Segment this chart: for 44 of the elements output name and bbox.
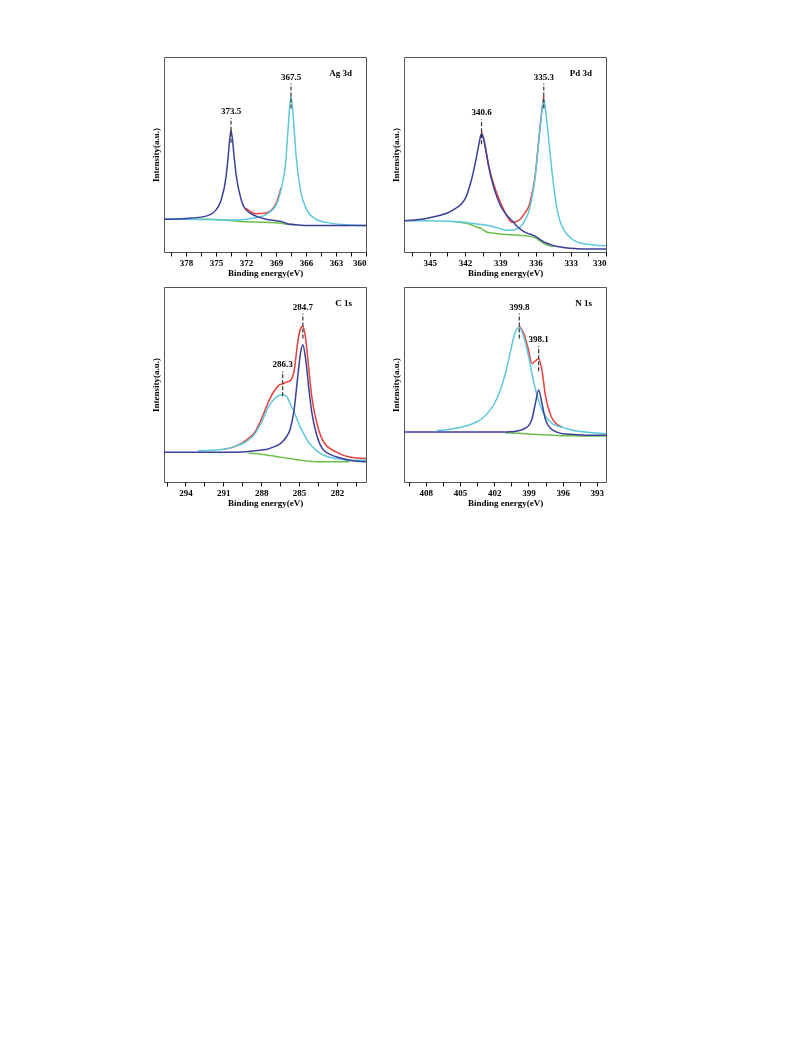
x-tick-label: 408 bbox=[419, 487, 434, 498]
x-tick-label: 294 bbox=[179, 487, 194, 498]
y-axis-title: Intensity(a.u.) bbox=[150, 127, 161, 183]
x-tick-label: 366 bbox=[299, 257, 314, 268]
chart-title: Pd 3d bbox=[569, 68, 592, 78]
x-axis-title: Binding energy(eV) bbox=[467, 267, 544, 278]
x-tick-label: 402 bbox=[487, 487, 502, 498]
x-tick-label: 336 bbox=[529, 257, 544, 268]
chart-title: N 1s bbox=[575, 298, 593, 308]
x-tick-label: 285 bbox=[292, 487, 307, 498]
chart-title: C 1s bbox=[335, 298, 353, 308]
x-tick-label: 333 bbox=[564, 257, 579, 268]
y-axis-title: Intensity(a.u.) bbox=[150, 357, 161, 413]
y-axis-title: Intensity(a.u.) bbox=[390, 357, 401, 413]
x-tick-label: 345 bbox=[423, 257, 438, 268]
x-axis-title: Binding energy(eV) bbox=[227, 267, 304, 278]
x-tick-label: 339 bbox=[494, 257, 509, 268]
y-axis-title: Intensity(a.u.) bbox=[390, 127, 401, 183]
annotation: 286.3 bbox=[272, 359, 294, 370]
x-tick-label: 375 bbox=[209, 257, 224, 268]
x-tick-label: 396 bbox=[556, 487, 571, 498]
x-axis-title: Binding energy(eV) bbox=[227, 497, 304, 508]
x-tick-label: 378 bbox=[179, 257, 194, 268]
annotation: 399.8 bbox=[509, 301, 530, 312]
x-tick-label: 393 bbox=[590, 487, 605, 498]
annotation: 284.7 bbox=[292, 301, 314, 312]
x-tick-label: 288 bbox=[254, 487, 269, 498]
chart-title: Ag 3d bbox=[329, 68, 352, 78]
annotation: 340.6 bbox=[471, 107, 493, 118]
x-tick-label: 405 bbox=[453, 487, 468, 498]
annotation: 398.1 bbox=[528, 334, 550, 345]
annotation: 373.5 bbox=[220, 105, 242, 116]
x-tick-label: 369 bbox=[269, 257, 284, 268]
x-tick-label: 363 bbox=[329, 257, 344, 268]
x-tick-label: 330 bbox=[593, 257, 607, 268]
x-tick-label: 282 bbox=[330, 487, 345, 498]
x-tick-label: 372 bbox=[239, 257, 254, 268]
annotation: 367.5 bbox=[280, 71, 302, 82]
x-axis-title: Binding energy(eV) bbox=[467, 497, 544, 508]
x-tick-label: 291 bbox=[217, 487, 232, 498]
annotation: 335.3 bbox=[533, 71, 555, 82]
x-tick-label: 360 bbox=[353, 257, 367, 268]
x-tick-label: 399 bbox=[522, 487, 537, 498]
x-tick-label: 342 bbox=[458, 257, 473, 268]
